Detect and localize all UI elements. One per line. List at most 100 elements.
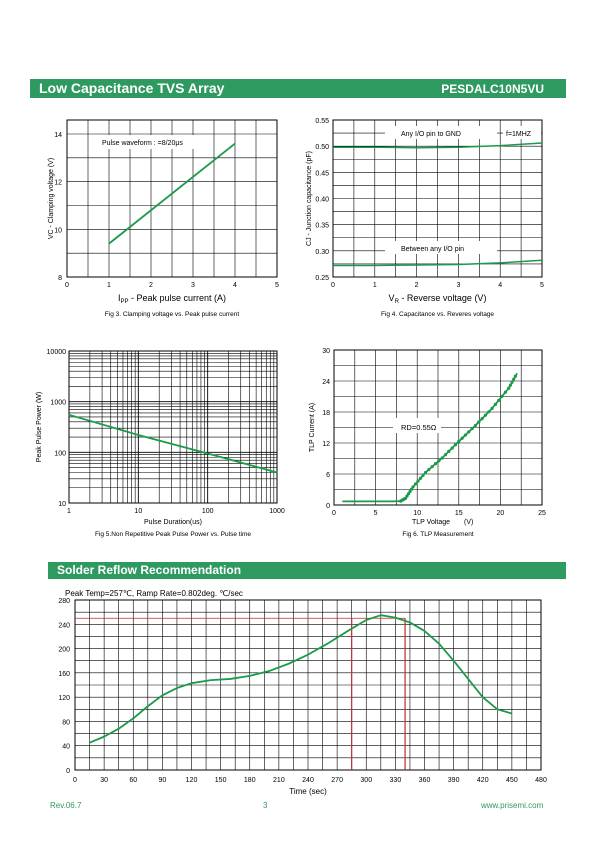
fig4-x-tick-label: 3 [456,282,460,289]
fig6-data-point [512,377,516,381]
fig6-data-point [467,430,471,434]
revision-label: Rev.06.7 [50,801,82,810]
fig6-data-point [473,423,478,428]
fig6-annotation-box [393,418,441,433]
fig6-data-point [503,390,507,394]
fig5-y-axis-label: Peak Pulse Power (W) [36,392,43,462]
fig4-series-line [333,142,543,149]
page-number: 3 [263,801,268,810]
fig6-x-tick-label: 10 [413,510,421,517]
fig4-y-tick-label: 0.50 [315,144,329,151]
reflow-y-tick-label: 120 [58,695,70,702]
fig5-plot-frame [68,350,278,504]
fig5-y-tick-label: 1000 [50,400,66,407]
reflow-x-tick-label: 330 [390,777,402,784]
fig6-data-point [457,439,461,444]
fig4-x-tick-label: 0 [331,282,335,289]
fig4-x-tick-label: 1 [373,282,377,289]
fig6-data-point [430,465,434,469]
fig4-x-tick-label: 2 [415,282,419,289]
reflow-x-tick-label: 480 [535,777,547,784]
fig6-data-point [490,406,494,410]
website-link[interactable]: www.prisemi.com [481,801,544,810]
fig6-data-point [453,443,458,447]
fig5-x-tick-label: 10 [134,508,142,515]
fig3-y-tick-label: 8 [58,275,62,282]
fig5-caption: Fig 5.Non Repetitive Peak Pulse Power vs… [95,531,251,538]
fig6-y-tick-label: 24 [322,379,330,386]
fig6-data-point [507,386,511,390]
fig6-data-point [460,436,464,440]
fig6-data-point [500,394,504,398]
fig6-y-tick-label: 18 [322,410,330,417]
fig6-data-point [493,402,498,406]
fig3-x-axis-label: IPP - Peak pulse current (A) [118,293,226,305]
fig5-x-tick-label: 1 [67,508,71,515]
fig5-y-tick-label: 10000 [47,349,67,356]
fig4-annotation-gnd: Any I/O pin to GND [401,131,461,138]
reflow-x-tick-label: 0 [73,777,77,784]
reflow-section-title: Solder Reflow Recommendation [57,563,242,577]
fig3-x-tick-label: 1 [107,282,111,289]
fig3-y-tick-label: 12 [54,180,62,187]
document-title: Low Capacitance TVS Array [39,80,225,96]
fig6-data-point [433,462,438,466]
fig4-y-tick-label: 0.40 [315,197,329,204]
fig6-data-point [470,427,474,431]
fig6-x-tick-label: 25 [538,510,546,517]
fig6-x-tick-label: 20 [497,510,505,517]
fig6-y-tick-label: 30 [322,348,330,355]
fig6-data-point [423,470,428,475]
reflow-x-tick-label: 360 [419,777,431,784]
reflow-x-tick-label: 240 [302,777,314,784]
fig6-x-tick-label: 5 [374,510,378,517]
fig5-series-line [68,413,278,474]
reflow-y-tick-label: 160 [58,671,70,678]
reflow-x-tick-label: 30 [100,777,108,784]
fig4-y-tick-label: 0.25 [315,275,329,282]
fig5-y-tick-label: 100 [54,450,66,457]
fig3-annotation: Pulse waveform : =8/20μs [102,140,183,147]
reflow-x-tick-label: 420 [477,777,489,784]
reflow-x-tick-label: 60 [129,777,137,784]
fig4-plot-frame [332,119,543,278]
fig6-data-point [418,476,423,480]
reflow-x-tick-label: 210 [273,777,285,784]
fig6-data-point [497,398,501,402]
reflow-y-tick-label: 200 [58,647,70,654]
reflow-x-axis-label: Time (sec) [289,787,327,796]
fig6-annotation: RD=0.55Ω [401,423,437,432]
fig6-plot-frame [333,349,543,506]
fig4-y-tick-label: 0.55 [315,118,329,125]
reflow-x-tick-label: 150 [215,777,227,784]
fig4-y-tick-label: 0.35 [315,223,329,230]
fig6-x-axis-unit: (V) [464,519,473,526]
reflow-title: Peak Temp=257℃, Ramp Rate=0.802deg. ℃/se… [65,589,243,598]
fig3-y-tick-label: 14 [54,132,62,139]
fig4-annotation-io: Between any I/O pin [401,246,464,253]
fig3-caption: Fig 3. Clamping voltage vs. Peak pulse c… [105,311,240,318]
reflow-y-tick-label: 280 [58,598,70,605]
fig6-x-tick-label: 0 [332,510,336,517]
fig3-x-tick-label: 2 [149,282,153,289]
reflow-x-tick-label: 390 [448,777,460,784]
fig6-x-axis-label: TLP Voltage [412,519,450,526]
fig4-x-axis-label: VR - Reverse voltage (V) [389,293,487,305]
fig3-x-tick-label: 4 [233,282,237,289]
fig4-annotation-box [385,126,497,139]
fig6-data-point [483,413,488,417]
fig6-data-point [413,482,418,486]
fig4-annotation-box [503,126,541,139]
fig3-y-axis-label: VC - Clamping voltage (V) [48,158,55,239]
fig6-data-point [463,433,468,437]
fig6-x-tick-label: 15 [455,510,463,517]
fig4-caption: Fig 4. Capacitance vs. Reveres voltage [381,311,494,318]
fig3-series-line [108,142,236,245]
reflow-y-tick-label: 0 [66,768,70,775]
fig4-annotation-box [385,241,497,254]
fig6-data-point [427,467,431,472]
fig5-y-tick-label: 10 [58,501,66,508]
fig4-y-axis-label: CJ - Junction capacitance (pF) [306,151,313,246]
fig4-y-tick-label: 0.30 [315,249,329,256]
